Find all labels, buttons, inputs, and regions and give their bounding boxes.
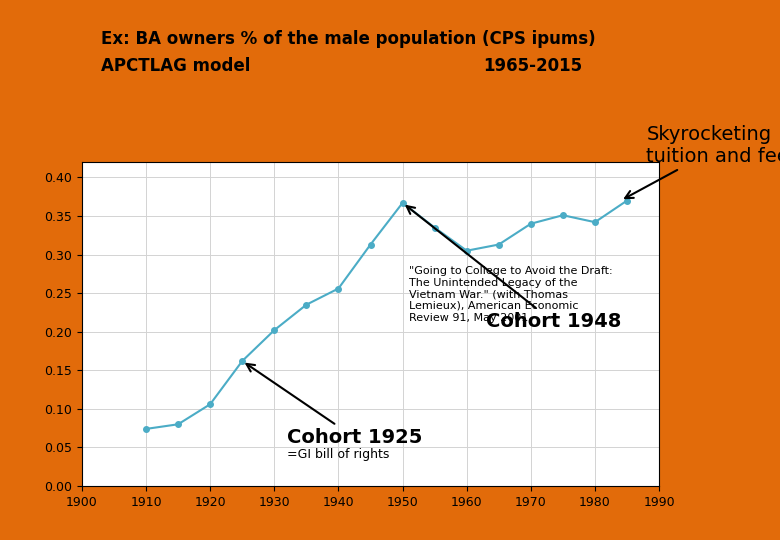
- Text: 1965-2015: 1965-2015: [484, 57, 583, 75]
- Text: Skyrocketing
tuition and fees: Skyrocketing tuition and fees: [625, 125, 780, 198]
- Text: Ex: BA owners % of the male population (CPS ipums): Ex: BA owners % of the male population (…: [101, 30, 596, 48]
- Text: Cohort 1925: Cohort 1925: [246, 364, 423, 447]
- Text: APCTLAG model: APCTLAG model: [101, 57, 251, 75]
- Text: Cohort 1948: Cohort 1948: [406, 206, 622, 332]
- Text: "Going to College to Avoid the Draft:
The Unintended Legacy of the
Vietnam War.": "Going to College to Avoid the Draft: Th…: [409, 266, 612, 322]
- Text: =GI bill of rights: =GI bill of rights: [287, 448, 389, 461]
